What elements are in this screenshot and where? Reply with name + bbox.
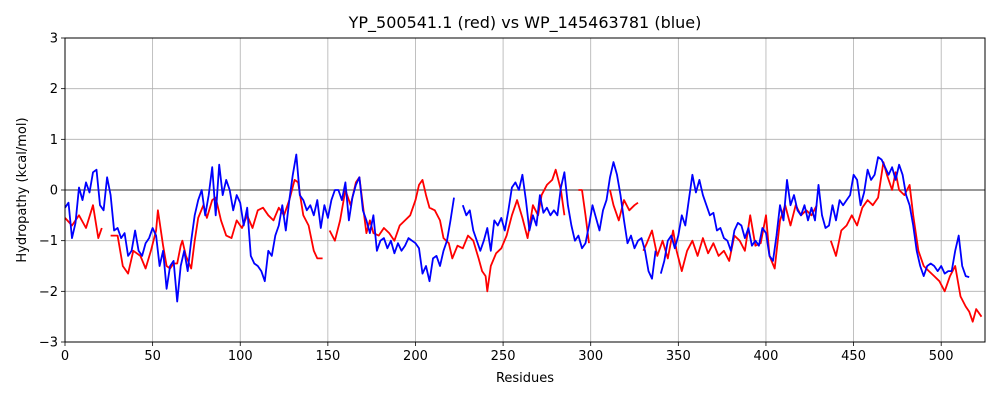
y-tick-label: 2 [50,82,58,97]
y-tick-label: 1 [50,133,58,148]
chart-title: YP_500541.1 (red) vs WP_145463781 (blue) [348,13,702,33]
y-tick-label: −3 [39,336,58,351]
x-tick-label: 50 [144,349,161,364]
x-tick-label: 100 [228,349,253,364]
y-tick-label: 0 [50,184,58,199]
x-tick-label: 400 [754,349,779,364]
x-tick-label: 0 [61,349,69,364]
series-group [64,153,983,323]
series-line-blue [64,153,970,303]
x-tick-label: 300 [578,349,603,364]
x-tick-label: 350 [666,349,691,364]
x-tick-label: 200 [403,349,428,364]
y-axis-label: Hydropathy (kcal/mol) [15,117,30,262]
y-axis-ticks: −3 −2 −1 0 1 2 3 [39,32,65,351]
x-tick-label: 150 [315,349,340,364]
y-tick-label: −1 [39,234,58,249]
x-tick-label: 500 [929,349,954,364]
x-tick-label: 450 [841,349,866,364]
x-axis-ticks: 0 50 100 150 200 250 300 350 400 450 500 [61,342,954,364]
x-tick-label: 250 [491,349,516,364]
y-tick-label: 3 [50,32,58,47]
x-axis-label: Residues [496,371,554,386]
y-tick-label: −2 [39,285,58,300]
